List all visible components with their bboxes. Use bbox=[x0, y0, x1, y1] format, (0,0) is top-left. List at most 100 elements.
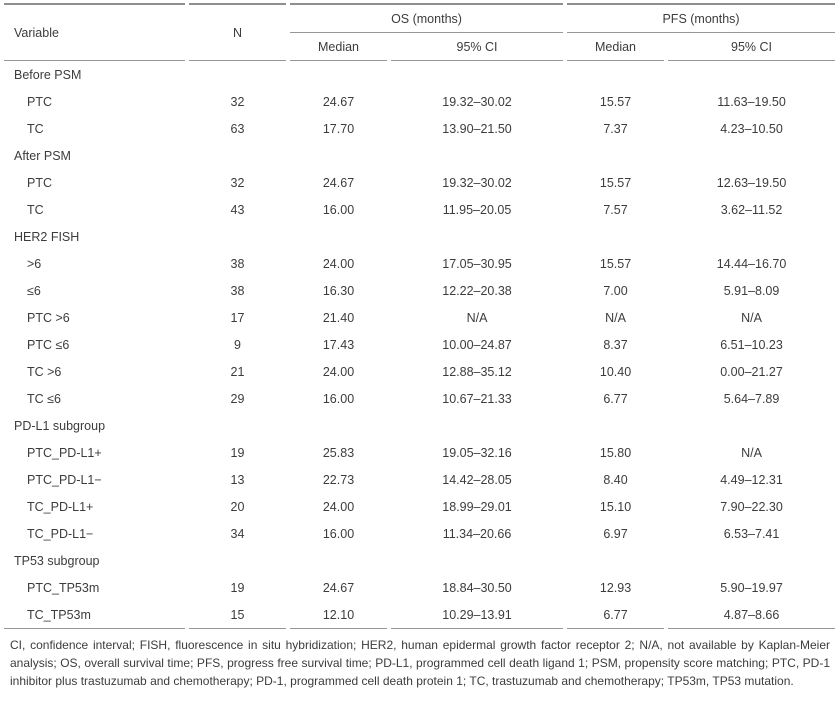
pfs-median-value bbox=[567, 412, 664, 439]
pfs-ci-value bbox=[668, 223, 835, 250]
table-row: TC_PD-L1− 34 16.00 11.34–20.66 6.97 6.53–7.41 bbox=[4, 520, 835, 547]
os-median-value: 16.00 bbox=[322, 202, 355, 217]
os-median-value: 16.00 bbox=[322, 526, 355, 541]
pfs-ci-value: N/A bbox=[741, 445, 762, 460]
pfs-ci-value: 5.91–8.09 bbox=[723, 283, 780, 298]
os-ci-value: 12.22–20.38 bbox=[442, 283, 512, 298]
group-label: TP53 subgroup bbox=[14, 553, 100, 568]
row-label: TC_TP53m bbox=[4, 601, 185, 629]
os-ci-value: 17.05–30.95 bbox=[442, 256, 512, 271]
os-ci-value bbox=[391, 142, 563, 169]
pfs-ci-value: 3.62–11.52 bbox=[720, 202, 783, 217]
os-median-value bbox=[290, 142, 387, 169]
row-label: TC bbox=[27, 202, 44, 217]
os-median-value: 24.00 bbox=[322, 256, 355, 271]
os-ci-value: 10.29–13.91 bbox=[391, 601, 564, 629]
table-row: TC_TP53m 15 12.10 10.29–13.91 6.77 4.87–8.66 bbox=[4, 601, 836, 629]
pfs-median-value: 8.37 bbox=[603, 337, 628, 352]
pfs-median-value: 6.77 bbox=[567, 601, 665, 629]
n-value: 32 bbox=[230, 94, 245, 109]
table-row: PTC >6 17 21.40 N/A N/A N/A bbox=[4, 304, 835, 331]
header-row-spanners: Variable N OS (months) PFS (months) bbox=[4, 3, 836, 61]
group-header-row: TP53 subgroup bbox=[4, 547, 835, 574]
table-row: PTC_PD-L1− 13 22.73 14.42–28.05 8.40 4.49–12.… bbox=[4, 466, 835, 493]
os-ci-value: 13.90–21.50 bbox=[442, 121, 512, 136]
os-median-value: 16.00 bbox=[322, 391, 355, 406]
n-value bbox=[189, 142, 286, 169]
n-value bbox=[189, 223, 286, 250]
os-ci-value: 11.34–20.66 bbox=[442, 526, 512, 541]
os-median-value: 24.67 bbox=[322, 175, 355, 190]
os-ci-value: 11.95–20.05 bbox=[442, 202, 512, 217]
pfs-median-value: 15.57 bbox=[599, 94, 632, 109]
table-row: TC ≤6 29 16.00 10.67–21.33 6.77 5.64–7.89 bbox=[4, 385, 835, 412]
row-label: ≤6 bbox=[27, 283, 41, 298]
pfs-median-value bbox=[567, 223, 664, 250]
row-label: TC >6 bbox=[27, 364, 62, 379]
table-row: PTC 32 24.67 19.32–30.02 15.57 12.63–19.50 bbox=[4, 169, 835, 196]
n-value: 38 bbox=[230, 256, 245, 271]
pfs-median-value: N/A bbox=[605, 310, 626, 325]
column-header-n: N bbox=[189, 3, 286, 61]
pfs-ci-value: 0.00–21.27 bbox=[720, 364, 783, 379]
pfs-median-value: 15.10 bbox=[599, 499, 632, 514]
os-median-value bbox=[290, 223, 387, 250]
pfs-ci-value bbox=[668, 412, 835, 439]
group-label: PD-L1 subgroup bbox=[14, 418, 106, 433]
n-value: 29 bbox=[230, 391, 245, 406]
row-label: >6 bbox=[27, 256, 42, 271]
pfs-ci-value: N/A bbox=[741, 310, 762, 325]
n-value: 13 bbox=[230, 472, 245, 487]
n-value: 9 bbox=[234, 337, 241, 352]
column-header-pfs-median: Median bbox=[567, 33, 665, 61]
row-label: TC_PD-L1+ bbox=[27, 499, 94, 514]
os-median-value: 24.67 bbox=[322, 580, 355, 595]
row-label: TC_PD-L1− bbox=[27, 526, 94, 541]
table-row: >6 38 24.00 17.05–30.95 15.57 14.44–16.70 bbox=[4, 250, 835, 277]
pfs-median-value bbox=[567, 61, 664, 88]
row-label: TC bbox=[27, 121, 44, 136]
os-ci-value: 14.42–28.05 bbox=[442, 472, 512, 487]
pfs-ci-value bbox=[668, 61, 835, 88]
row-label: PTC_TP53m bbox=[27, 580, 100, 595]
row-label: PTC_PD-L1+ bbox=[27, 445, 102, 460]
os-ci-value: 18.84–30.50 bbox=[442, 580, 512, 595]
os-median-value: 17.70 bbox=[322, 121, 355, 136]
pfs-median-value: 7.37 bbox=[603, 121, 628, 136]
n-value: 38 bbox=[230, 283, 245, 298]
pfs-ci-value: 5.90–19.97 bbox=[720, 580, 783, 595]
os-ci-value: 19.32–30.02 bbox=[442, 175, 512, 190]
group-header-row: Before PSM bbox=[4, 61, 835, 88]
pfs-median-value: 7.00 bbox=[603, 283, 628, 298]
pfs-median-value: 7.57 bbox=[603, 202, 628, 217]
table-row: PTC_TP53m 19 24.67 18.84–30.50 12.93 5.90–19.… bbox=[4, 574, 835, 601]
pfs-ci-value: 4.87–8.66 bbox=[668, 601, 836, 629]
os-median-value: 22.73 bbox=[322, 472, 355, 487]
group-header-row: HER2 FISH bbox=[4, 223, 835, 250]
pfs-ci-value: 4.49–12.31 bbox=[720, 472, 783, 487]
pfs-median-value: 12.93 bbox=[599, 580, 632, 595]
os-median-value: 17.43 bbox=[322, 337, 355, 352]
table-header: Variable N OS (months) PFS (months) Medi… bbox=[4, 3, 836, 61]
os-ci-value bbox=[391, 223, 563, 250]
pfs-ci-value: 12.63–19.50 bbox=[716, 175, 787, 190]
os-ci-value: 12.88–35.12 bbox=[442, 364, 512, 379]
table-row: TC 63 17.70 13.90–21.50 7.37 4.23–10.50 bbox=[4, 115, 835, 142]
os-ci-value: 10.00–24.87 bbox=[442, 337, 512, 352]
pfs-ci-value: 4.23–10.50 bbox=[720, 121, 783, 136]
os-ci-value bbox=[391, 547, 563, 574]
n-value: 17 bbox=[230, 310, 245, 325]
table-row: PTC ≤6 9 17.43 10.00–24.87 8.37 6.51–10.23 bbox=[4, 331, 835, 358]
os-median-value bbox=[290, 547, 387, 574]
column-group-os-months: OS (months) bbox=[290, 3, 564, 33]
column-header-os-ci: 95% CI bbox=[391, 33, 564, 61]
n-value: 15 bbox=[189, 601, 286, 629]
row-label: PTC_PD-L1− bbox=[27, 472, 102, 487]
table-row: TC 43 16.00 11.95–20.05 7.57 3.62–11.52 bbox=[4, 196, 835, 223]
group-label: HER2 FISH bbox=[14, 229, 80, 244]
n-value: 32 bbox=[230, 175, 245, 190]
os-median-value: 21.40 bbox=[322, 310, 355, 325]
group-label: Before PSM bbox=[14, 67, 82, 82]
pfs-ci-value: 6.53–7.41 bbox=[723, 526, 780, 541]
n-value bbox=[189, 547, 286, 574]
